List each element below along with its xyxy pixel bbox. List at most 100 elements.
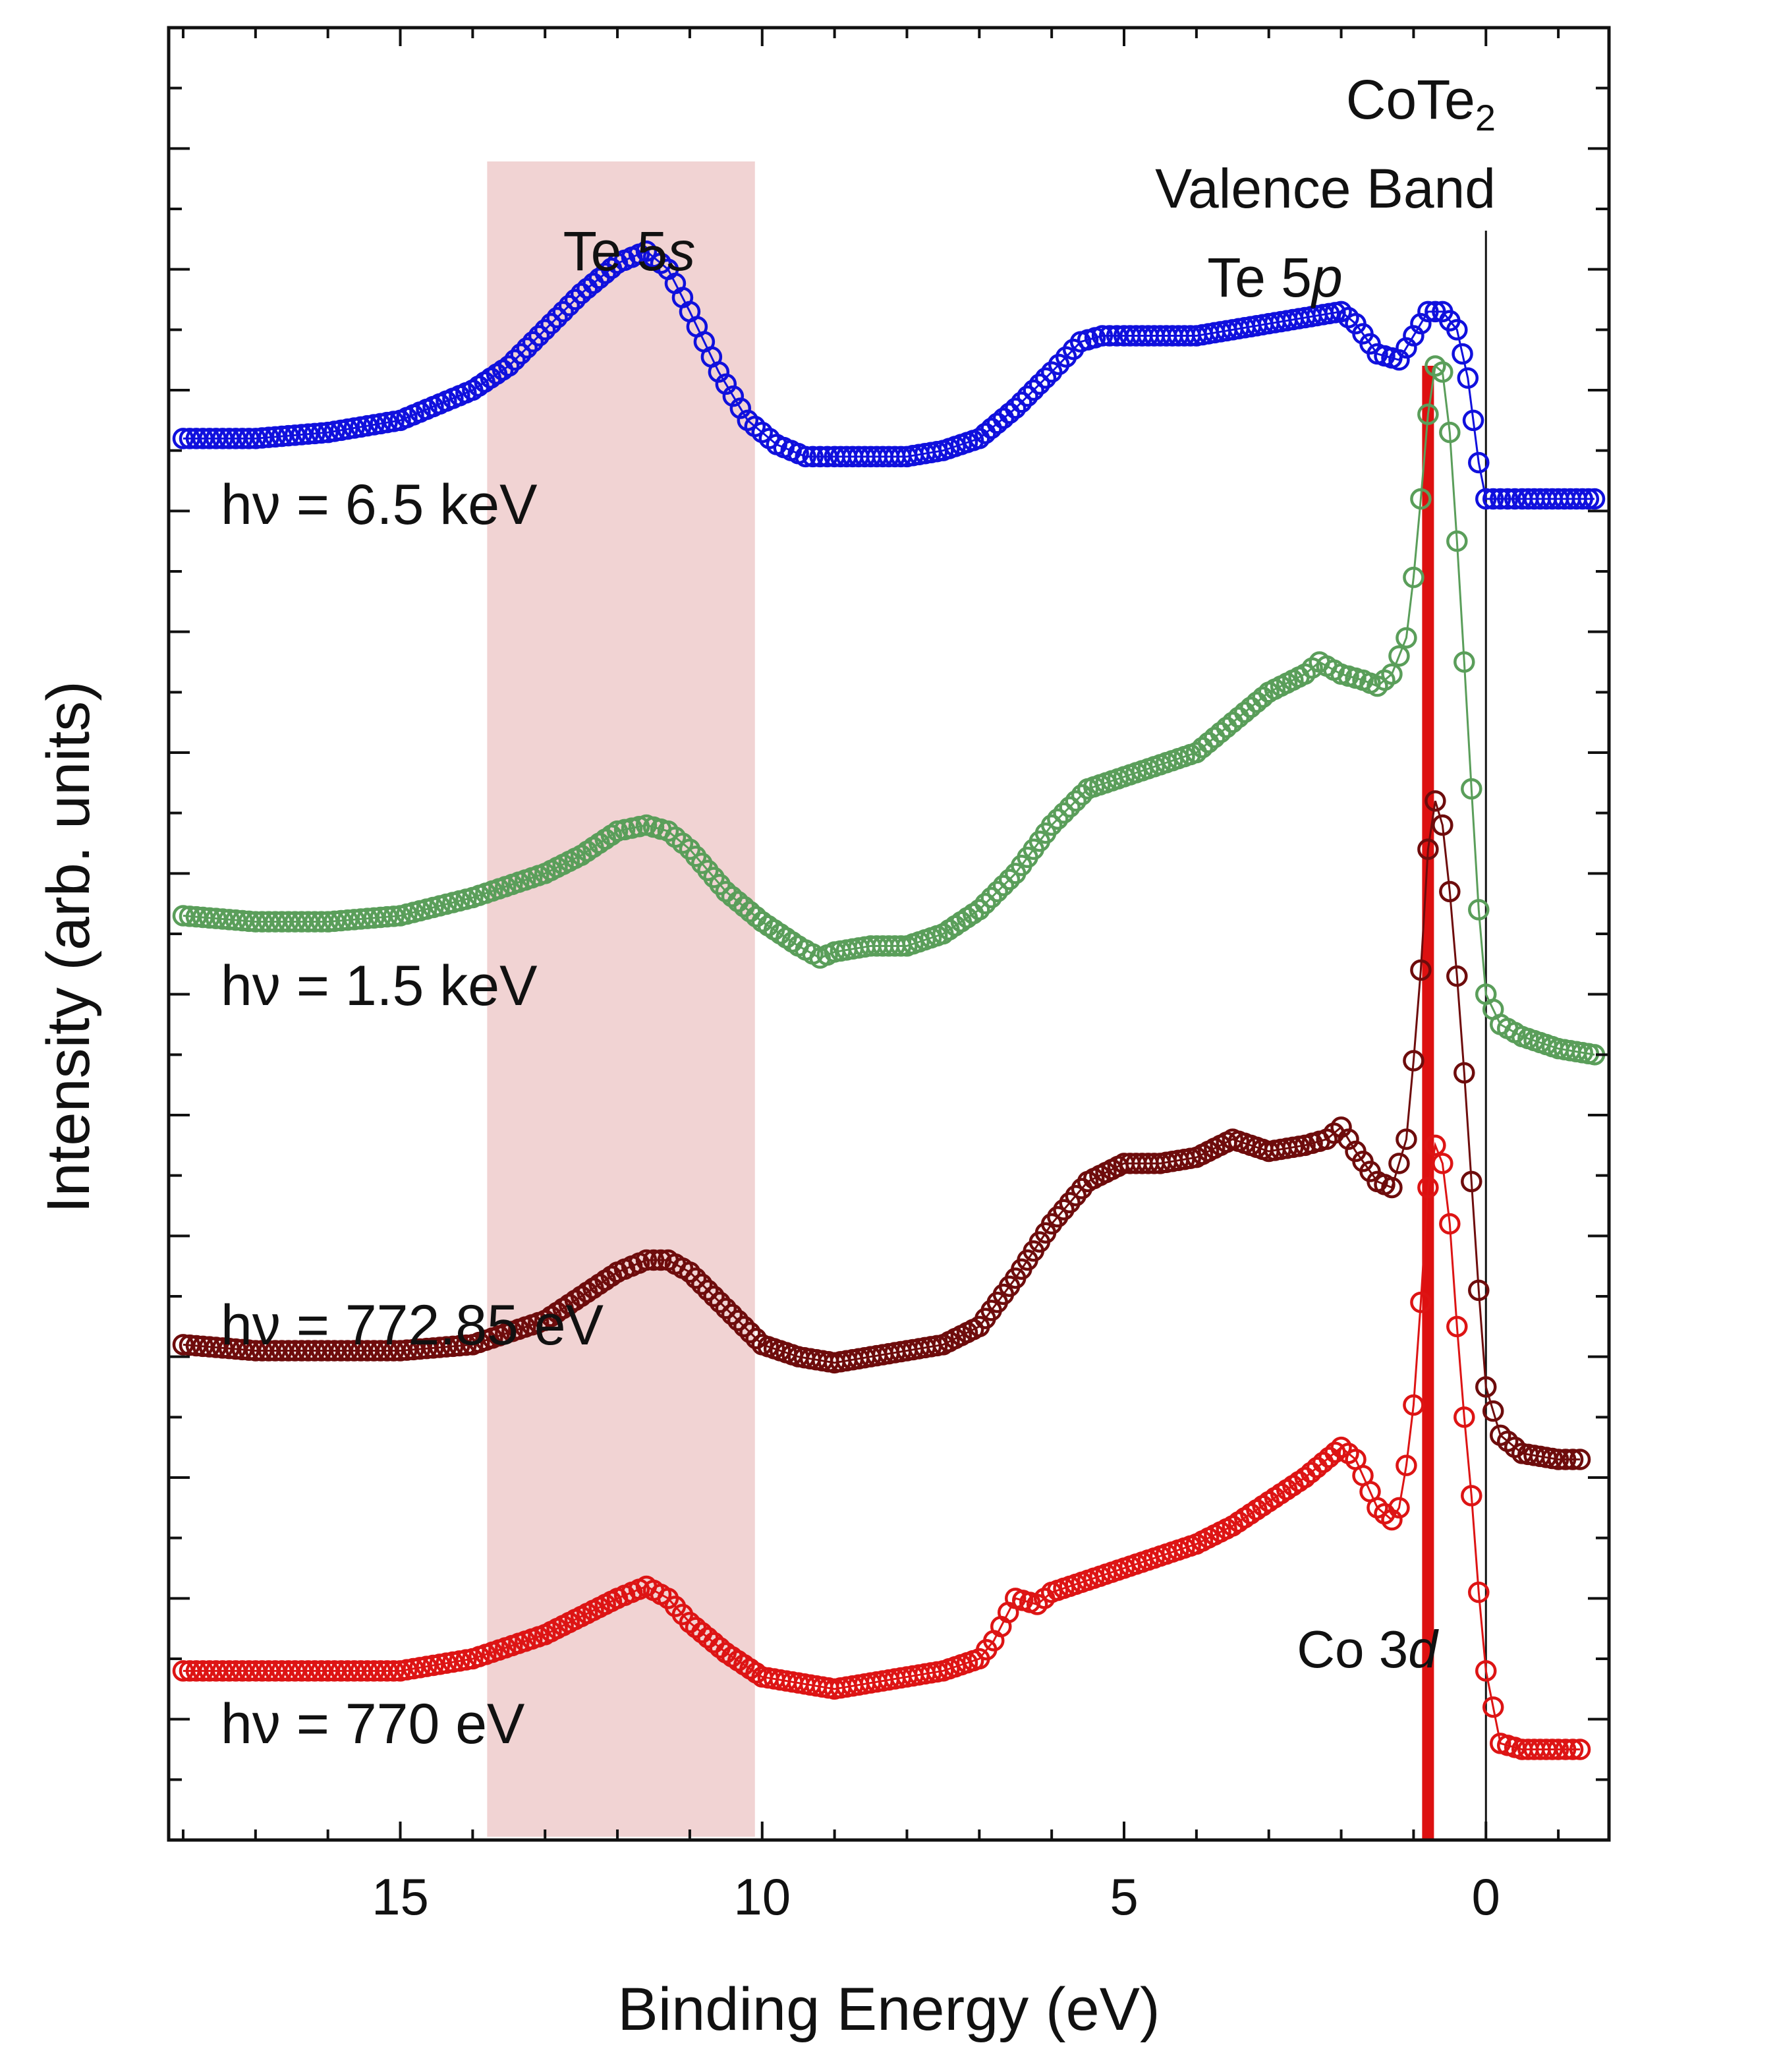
- data-point: [1047, 808, 1069, 830]
- data-point: [1461, 1485, 1482, 1507]
- data-point: [642, 1249, 665, 1271]
- te-5p-base: Te 5: [1207, 246, 1312, 308]
- x-tick-label: 15: [372, 1868, 429, 1926]
- co-3d-orbital: d: [1408, 1620, 1439, 1679]
- y-axis-label: Intensity (arb. units): [35, 681, 102, 1213]
- data-point: [1417, 838, 1439, 860]
- data-point: [522, 331, 544, 353]
- valence-band-label: Valence Band: [1155, 158, 1496, 219]
- data-point: [1417, 301, 1439, 323]
- data-point: [635, 1249, 658, 1271]
- data-point: [1457, 367, 1479, 389]
- data-point: [691, 1273, 713, 1295]
- series-label-2: hν = 772.85 eV: [221, 1294, 604, 1357]
- data-point: [1396, 627, 1417, 649]
- co-3d-label: Co 3d: [1297, 1620, 1439, 1679]
- data-point: [1577, 488, 1600, 510]
- data-point: [1432, 361, 1453, 383]
- data-point: [1388, 645, 1410, 667]
- data-point: [1482, 488, 1504, 510]
- data-point: [679, 838, 701, 860]
- data-point: [1053, 1199, 1075, 1221]
- x-tick-label: 10: [733, 1868, 791, 1926]
- data-point: [1059, 1192, 1081, 1214]
- data-point: [1468, 1279, 1490, 1302]
- data-point: [709, 873, 731, 896]
- data-point: [1432, 814, 1453, 836]
- data-point: [1475, 1376, 1497, 1398]
- data-point: [1446, 319, 1468, 341]
- data-point: [552, 301, 574, 323]
- data-point: [992, 875, 1015, 896]
- series-0: [172, 240, 1606, 510]
- data-point: [1453, 651, 1475, 673]
- te-5s-shaded-band: [487, 161, 755, 1837]
- data-point: [1098, 325, 1121, 347]
- data-point: [546, 306, 568, 329]
- te-5s-base: Te 5: [563, 220, 668, 282]
- data-point: [1475, 488, 1497, 510]
- data-point: [1461, 1170, 1482, 1193]
- data-point: [1482, 1400, 1504, 1422]
- data-point: [1446, 965, 1468, 987]
- data-point: [1468, 899, 1490, 921]
- data-point: [310, 422, 332, 444]
- data-point: [1034, 367, 1057, 389]
- data-point: [1403, 1050, 1424, 1072]
- data-point: [1439, 1213, 1461, 1235]
- data-point: [558, 295, 580, 316]
- data-point: [1432, 1153, 1453, 1174]
- data-point: [691, 852, 713, 875]
- x-tick-label: 0: [1472, 1868, 1500, 1926]
- data-point: [650, 1249, 672, 1271]
- data-point: [809, 446, 831, 468]
- data-point: [564, 289, 586, 310]
- data-point: [1091, 325, 1114, 347]
- x-tick-labels: 15 10 5 0: [372, 1868, 1500, 1926]
- data-point: [795, 446, 816, 468]
- data-point: [1482, 1696, 1504, 1718]
- series-labels: hν = 6.5 keV hν = 1.5 keV hν = 772.85 eV hν…: [221, 473, 604, 1756]
- data-point: [1059, 796, 1081, 818]
- data-point: [304, 422, 325, 445]
- data-point: [1446, 530, 1468, 552]
- data-point: [1029, 373, 1051, 395]
- series-line: [183, 364, 1595, 1056]
- data-point: [1023, 379, 1044, 401]
- data-point: [1547, 1449, 1569, 1470]
- data-point: [986, 880, 1009, 903]
- data-point: [1388, 1153, 1410, 1174]
- compound-subscript: 2: [1475, 97, 1496, 138]
- data-point: [534, 319, 556, 341]
- data-point: [1388, 1497, 1410, 1519]
- data-point: [1554, 1739, 1577, 1760]
- data-point: [697, 1279, 719, 1302]
- data-point: [449, 1335, 470, 1357]
- data-point: [1562, 1449, 1584, 1470]
- x-axis-label: Binding Energy (eV): [617, 1976, 1160, 2043]
- data-point: [1496, 488, 1519, 510]
- plot-frame: [167, 26, 1611, 1842]
- data-point: [1453, 1406, 1475, 1428]
- te-5p-label: Te 5p: [1207, 246, 1343, 308]
- data-point: [1424, 790, 1446, 812]
- data-point: [1410, 1291, 1432, 1313]
- data-point: [1424, 1134, 1446, 1157]
- data-point: [1439, 880, 1461, 903]
- data-point: [1381, 1176, 1403, 1199]
- data-point: [1562, 1739, 1584, 1760]
- data-point: [1065, 1184, 1087, 1207]
- data-point: [1571, 488, 1593, 510]
- data-point: [504, 349, 526, 371]
- compound-name: CoTe: [1346, 69, 1475, 130]
- data-point: [1396, 1128, 1417, 1150]
- data-point: [1011, 391, 1032, 413]
- data-point: [727, 1309, 749, 1331]
- data-point: [1047, 1206, 1069, 1228]
- te-5s-orbital: s: [667, 220, 695, 282]
- data-point: [1583, 488, 1606, 510]
- data-point: [1452, 343, 1473, 365]
- data-point: [498, 355, 520, 377]
- co-3d-base: Co 3: [1297, 1620, 1408, 1679]
